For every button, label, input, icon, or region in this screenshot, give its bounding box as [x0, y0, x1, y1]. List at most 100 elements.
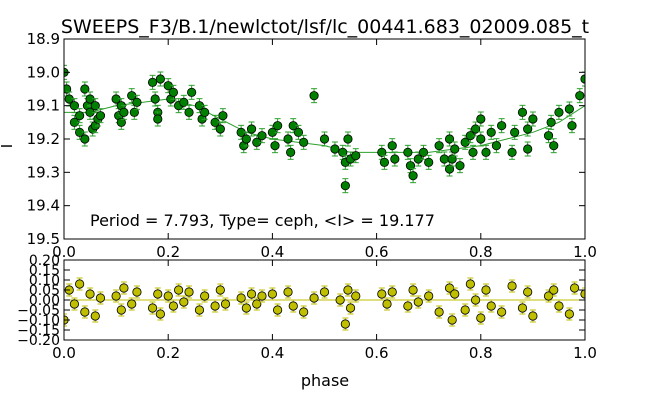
data-point	[155, 309, 165, 319]
data-point	[246, 289, 257, 299]
data-point	[455, 161, 465, 171]
data-point	[132, 97, 142, 107]
data-point	[549, 141, 559, 151]
x-tick-label: 0.4	[260, 243, 284, 261]
y-tick-label: 0.05	[29, 283, 60, 299]
data-point	[338, 147, 348, 157]
bottom-plot-area	[64, 277, 585, 331]
data-point	[330, 144, 340, 154]
data-point	[523, 287, 533, 297]
data-point	[236, 293, 246, 303]
data-point	[567, 121, 577, 131]
y-tick-label: 19.4	[27, 197, 60, 215]
data-point	[424, 291, 434, 301]
data-point	[215, 285, 225, 295]
data-point	[575, 91, 585, 101]
data-point	[168, 301, 179, 311]
data-point	[267, 289, 277, 299]
data-point	[95, 293, 106, 303]
data-point	[288, 301, 298, 311]
data-point	[163, 291, 173, 301]
data-point	[246, 124, 257, 134]
data-point	[403, 147, 413, 157]
data-point	[95, 111, 106, 121]
data-point	[517, 107, 528, 117]
data-point	[184, 287, 194, 297]
data-point	[408, 171, 418, 181]
data-point	[90, 311, 100, 321]
data-point	[241, 303, 251, 313]
x-tick-label: 0.0	[52, 243, 76, 261]
x-tick-label: 0.0	[52, 344, 76, 362]
data-point	[523, 124, 533, 134]
data-point	[345, 303, 356, 313]
data-point	[481, 147, 491, 157]
x-tick-label: 1.0	[573, 344, 597, 362]
data-point	[119, 283, 129, 293]
data-point	[132, 287, 142, 297]
data-point	[147, 77, 158, 87]
data-point	[153, 289, 163, 299]
y-tick-label: 19.2	[27, 130, 60, 148]
data-point	[343, 285, 353, 295]
data-point	[390, 154, 400, 164]
data-point	[80, 84, 90, 94]
data-point	[468, 147, 478, 157]
data-point	[69, 101, 80, 111]
data-point	[179, 97, 189, 107]
data-point	[273, 305, 283, 315]
residual-axes: 0.0 0.2 0.4 0.6 0.8 1.00.200.150.100.050.00−0…	[17, 253, 597, 362]
data-point	[554, 301, 564, 311]
data-point	[507, 281, 517, 291]
data-point	[257, 291, 267, 301]
data-point	[418, 147, 429, 157]
data-point	[174, 285, 184, 295]
data-point	[434, 141, 444, 151]
data-point	[69, 299, 80, 309]
data-point	[220, 299, 231, 309]
data-point	[450, 289, 460, 299]
data-point	[273, 121, 283, 131]
data-point	[283, 287, 293, 297]
y-axis-label: I	[0, 144, 16, 148]
x-tick-label: 0.6	[365, 243, 389, 261]
data-point	[319, 134, 330, 144]
data-point	[460, 305, 470, 315]
data-point	[340, 319, 350, 329]
data-point	[564, 104, 574, 114]
data-point	[168, 87, 179, 97]
data-point	[129, 107, 139, 117]
data-point	[517, 303, 528, 313]
magnitude-axes: 0.0 0.2 0.4 0.6 0.8 1.0 18.9 19.0 19.1 19.2 19.3 19…	[27, 30, 597, 261]
data-point	[447, 315, 457, 325]
data-point	[528, 114, 538, 124]
data-point	[470, 295, 481, 305]
y-tick-label: 0.10	[29, 273, 60, 289]
data-point	[127, 299, 137, 309]
data-point	[340, 181, 350, 191]
data-point	[510, 127, 520, 137]
data-point	[155, 74, 165, 84]
data-point	[309, 91, 319, 101]
data-point	[119, 107, 129, 117]
data-point	[564, 309, 574, 319]
data-point	[351, 291, 361, 301]
data-point	[408, 285, 418, 295]
y-tick-label: 0.20	[29, 253, 60, 269]
data-point	[319, 287, 330, 297]
data-point	[85, 289, 95, 299]
x-tick-label: 0.4	[260, 344, 284, 362]
data-point	[299, 137, 309, 147]
data-point	[215, 124, 225, 134]
data-point	[549, 285, 559, 295]
data-point	[210, 301, 220, 311]
x-tick-label: 0.2	[156, 243, 180, 261]
data-point	[444, 164, 455, 174]
x-axis-label: phase	[301, 371, 349, 390]
data-point	[434, 307, 444, 317]
data-point	[75, 279, 85, 289]
data-point	[80, 307, 90, 317]
x-tick-label: 0.8	[469, 344, 493, 362]
data-point	[200, 291, 210, 301]
